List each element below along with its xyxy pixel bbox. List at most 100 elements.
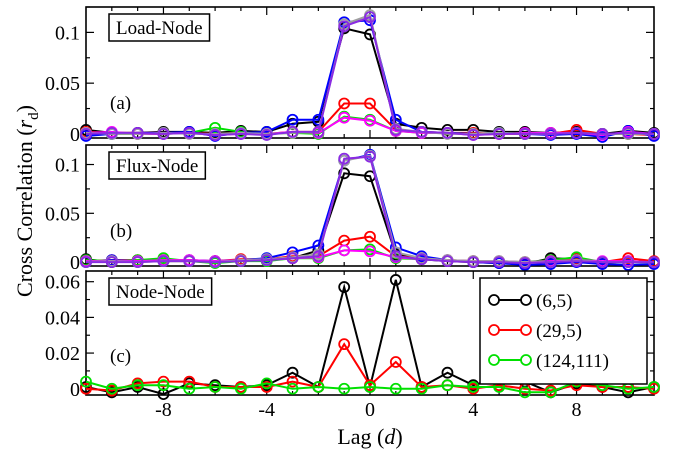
data-point: [389, 250, 402, 263]
data-point: [157, 375, 170, 388]
data-point: [648, 256, 660, 268]
data-point: [260, 377, 273, 390]
data-point: [183, 255, 196, 268]
data-point: [80, 375, 92, 388]
legend-entry: (29,5): [488, 321, 582, 342]
data-point: [338, 244, 351, 257]
data-point: [441, 366, 454, 379]
panel-3: 0 0.02 0.04 0.06 Node-Node (c): [45, 270, 660, 401]
y-tick-label: 0.1: [55, 22, 80, 44]
data-point: [389, 274, 402, 286]
data-point: [389, 246, 402, 259]
data-point: [364, 245, 376, 258]
y-tick-label: 0.06: [45, 272, 80, 294]
data-point: [157, 128, 170, 140]
data-point: [389, 382, 402, 395]
data-point: [235, 128, 247, 140]
data-point: [622, 127, 635, 139]
series-7: [80, 150, 660, 269]
data-point: [312, 126, 325, 138]
data-point: [596, 128, 609, 140]
legend-marker: [488, 354, 500, 366]
data-point: [312, 381, 325, 393]
data-point: [131, 127, 144, 139]
data-point: [364, 381, 376, 393]
legend-marker: [488, 324, 500, 336]
panel-title-box: [108, 277, 213, 306]
data-point: [364, 230, 376, 243]
legend-entry: (124,111): [488, 351, 609, 372]
data-point: [441, 379, 454, 392]
data-point: [467, 256, 480, 268]
data-point: [235, 382, 247, 395]
data-point: [441, 255, 454, 268]
data-point: [183, 382, 196, 395]
data-point: [338, 111, 351, 124]
data-point: [622, 256, 635, 268]
legend-label: (124,111): [536, 351, 609, 372]
data-point: [286, 375, 299, 388]
data-point: [338, 97, 351, 110]
y-tick-label: 0: [70, 124, 80, 146]
data-point: [286, 113, 299, 126]
data-point: [209, 381, 221, 393]
data-point: [338, 338, 351, 351]
data-point: [157, 255, 170, 268]
data-point: [467, 381, 480, 393]
data-point: [389, 356, 402, 368]
series-7: [80, 11, 660, 141]
data-point: [519, 128, 531, 140]
data-point: [157, 388, 170, 401]
panel-tag: (b): [110, 221, 132, 242]
data-point: [364, 11, 376, 24]
legend: (6,5) (29,5) (124,111): [479, 277, 648, 385]
data-point: [338, 20, 351, 33]
data-point: [493, 256, 505, 268]
data-point: [570, 127, 583, 139]
data-point: [519, 386, 531, 399]
data-point: [209, 256, 221, 268]
data-point: [364, 150, 376, 163]
data-point: [209, 129, 221, 141]
data-point: [80, 382, 92, 395]
data-point: [260, 129, 273, 141]
data-point: [80, 128, 92, 140]
panel-title: Load-Node: [116, 18, 203, 39]
data-point: [312, 250, 325, 263]
y-tick-label: 0.02: [45, 343, 80, 365]
legend-label: (29,5): [536, 321, 582, 342]
panel-title-box: [108, 13, 211, 42]
data-point: [389, 123, 402, 136]
data-point: [364, 97, 376, 110]
data-point: [338, 382, 351, 395]
y-tick-label: 0.05: [45, 203, 80, 225]
legend-marker: [520, 354, 532, 366]
x-tick-label: -4: [258, 399, 275, 421]
data-point: [312, 113, 325, 126]
data-point: [131, 379, 144, 392]
y-axis-title: Cross Correlation (rd): [12, 105, 42, 297]
data-point: [544, 128, 557, 140]
x-tick-label: 8: [572, 399, 582, 421]
data-point: [364, 114, 376, 127]
data-point: [544, 256, 557, 268]
data-point: [519, 257, 531, 269]
data-point: [286, 252, 299, 265]
y-tick-label: 0.1: [55, 155, 80, 177]
data-point: [80, 256, 92, 268]
data-point: [338, 152, 351, 165]
series-line: [85, 380, 655, 394]
panel-title-box: [108, 151, 207, 180]
data-point: [105, 382, 118, 395]
series-line: [85, 15, 655, 137]
data-point: [183, 375, 196, 388]
legend-marker: [488, 294, 500, 306]
data-point: [338, 167, 351, 180]
data-point: [260, 381, 273, 393]
panel-1: 0 0.05 0.1 Load-Node (a): [45, 6, 660, 146]
panel-title: Node-Node: [116, 282, 205, 303]
y-tick-label: 0: [70, 252, 80, 274]
panel-2: 0 0.05 0.1 Flux-Node (b): [45, 144, 660, 274]
data-point: [467, 129, 480, 141]
